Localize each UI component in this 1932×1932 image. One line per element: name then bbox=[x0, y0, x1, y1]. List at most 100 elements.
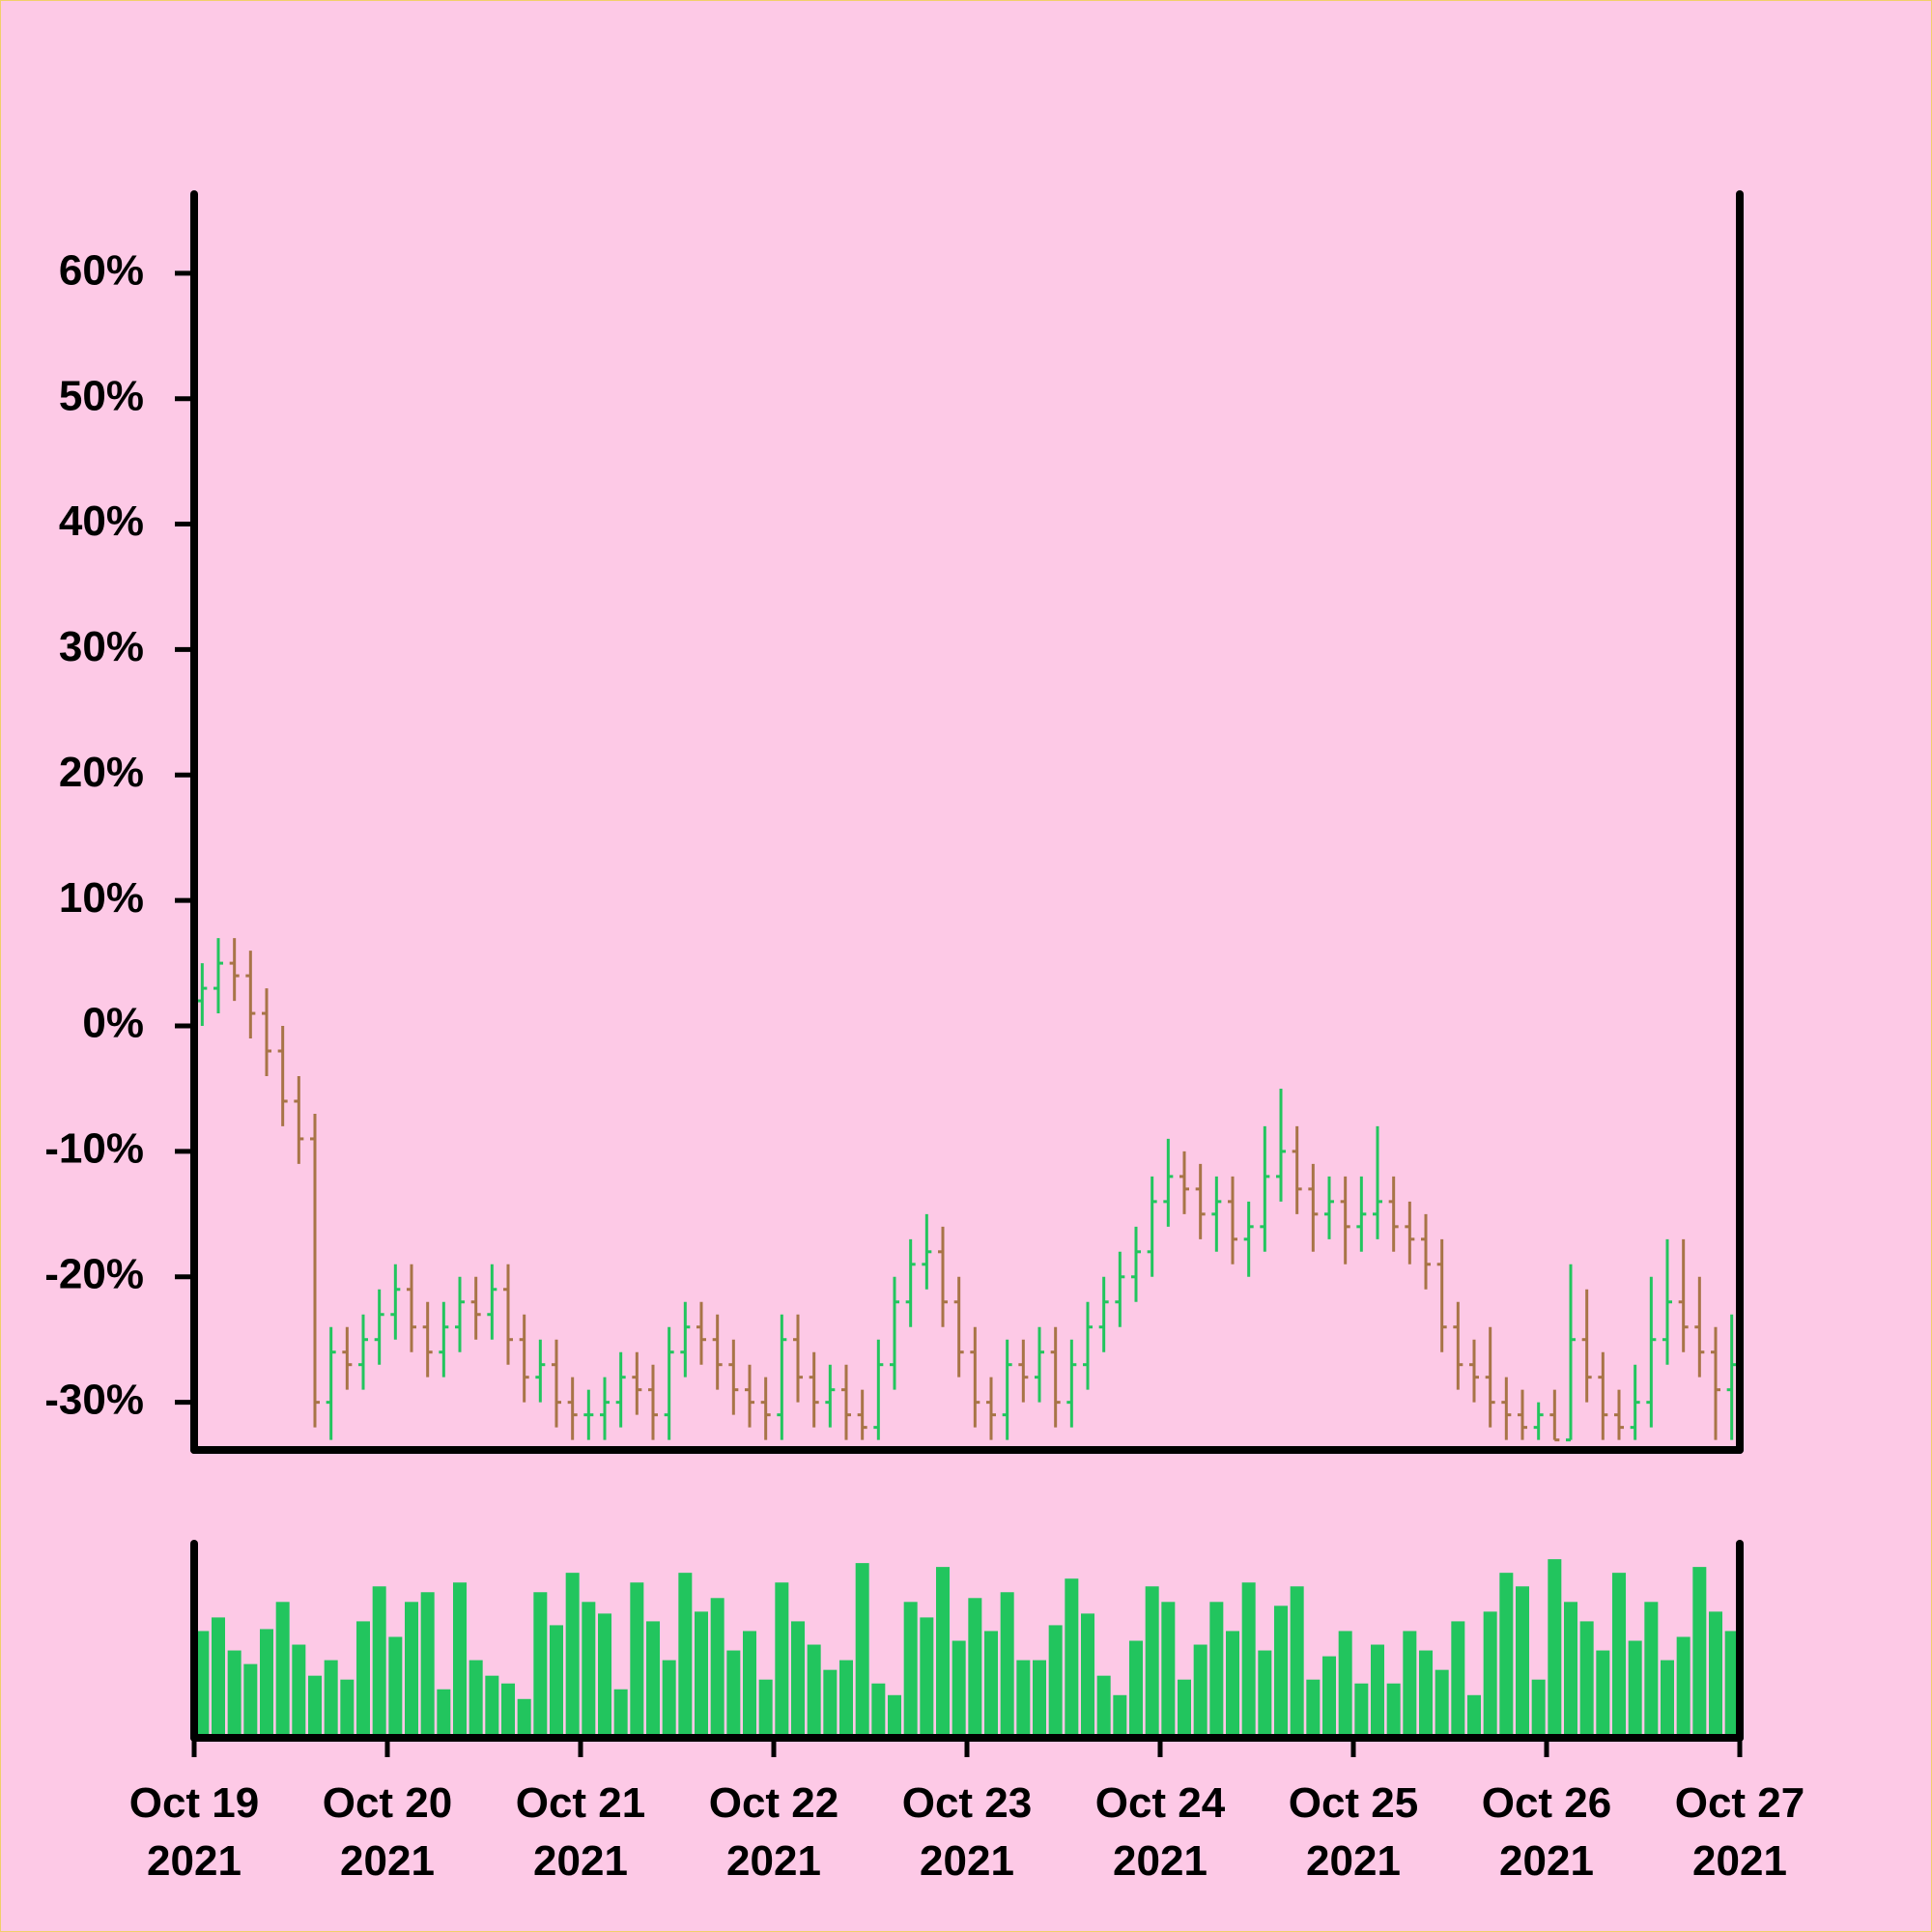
volume-bar bbox=[227, 1650, 242, 1738]
volume-bar bbox=[662, 1660, 676, 1738]
volume-bar bbox=[1290, 1586, 1304, 1738]
volume-bar bbox=[952, 1640, 966, 1738]
y-tick-label: 60% bbox=[59, 246, 144, 294]
volume-bar bbox=[775, 1582, 789, 1738]
volume-bar bbox=[1499, 1573, 1514, 1738]
volume-bar bbox=[1081, 1613, 1094, 1738]
volume-bar bbox=[1161, 1602, 1176, 1738]
volume-bar bbox=[839, 1660, 853, 1738]
x-tick-label: Oct 26 2021 bbox=[1481, 1779, 1612, 1885]
volume-bar bbox=[195, 1631, 210, 1738]
volume-bar bbox=[1145, 1586, 1159, 1738]
volume-bar bbox=[903, 1602, 918, 1738]
volume-bar bbox=[356, 1621, 370, 1738]
volume-bar bbox=[791, 1621, 805, 1738]
volume-bar bbox=[1113, 1694, 1127, 1738]
volume-bar bbox=[437, 1689, 451, 1738]
x-tick-label: Oct 19 2021 bbox=[128, 1779, 260, 1885]
volume-bar bbox=[1564, 1602, 1577, 1738]
volume-bar bbox=[888, 1694, 901, 1738]
volume-bar bbox=[501, 1683, 515, 1738]
volume-bar bbox=[1628, 1640, 1642, 1738]
volume-bar bbox=[968, 1598, 982, 1738]
volume-bar bbox=[710, 1598, 724, 1738]
y-tick-label: 30% bbox=[59, 623, 144, 670]
x-tick-label: Oct 20 2021 bbox=[322, 1779, 453, 1885]
volume-bar bbox=[1692, 1567, 1707, 1738]
volume-bar bbox=[1403, 1631, 1417, 1738]
volume-bar bbox=[1322, 1656, 1336, 1738]
volume-bar bbox=[1661, 1660, 1674, 1738]
volume-bar bbox=[984, 1631, 998, 1738]
x-tick-label: Oct 22 2021 bbox=[708, 1779, 839, 1885]
volume-bar bbox=[372, 1586, 386, 1738]
volume-bar bbox=[1676, 1636, 1690, 1738]
volume-bar bbox=[1386, 1683, 1401, 1738]
volume-bar bbox=[1516, 1586, 1529, 1738]
volume-bar bbox=[1129, 1640, 1143, 1738]
volume-bar bbox=[1419, 1650, 1433, 1738]
volume-bar bbox=[1548, 1559, 1562, 1738]
volume-bar bbox=[275, 1602, 290, 1738]
volume-bar bbox=[388, 1636, 403, 1738]
volume-bar bbox=[565, 1573, 580, 1738]
volume-bar bbox=[243, 1663, 258, 1738]
volume-bar bbox=[613, 1689, 628, 1738]
volume-bar bbox=[1241, 1582, 1256, 1738]
volume-bar bbox=[212, 1617, 225, 1738]
volume-bar bbox=[743, 1631, 756, 1738]
volume-bar bbox=[405, 1602, 418, 1738]
x-tick-label: Oct 21 2021 bbox=[515, 1779, 646, 1885]
volume-bar bbox=[1193, 1644, 1208, 1738]
volume-bar bbox=[695, 1611, 708, 1738]
y-tick-label: 0% bbox=[82, 1000, 144, 1047]
volume-bar bbox=[936, 1567, 950, 1738]
volume-bar bbox=[260, 1629, 273, 1738]
volume-bar bbox=[1178, 1679, 1191, 1738]
volume-bar bbox=[807, 1644, 821, 1738]
y-tick-label: 10% bbox=[59, 874, 144, 922]
volume-bar bbox=[453, 1582, 467, 1738]
volume-bar bbox=[1612, 1573, 1626, 1738]
volume-bar bbox=[920, 1617, 934, 1738]
volume-bar bbox=[1724, 1631, 1739, 1738]
volume-bar bbox=[630, 1582, 644, 1738]
volume-bar bbox=[1065, 1578, 1079, 1738]
volume-bar bbox=[1709, 1611, 1722, 1738]
x-tick-label: Oct 23 2021 bbox=[901, 1779, 1033, 1885]
volume-bar bbox=[598, 1613, 611, 1738]
volume-bar bbox=[485, 1675, 499, 1738]
volume-bar bbox=[420, 1592, 435, 1738]
volume-bar bbox=[855, 1563, 869, 1738]
volume-bar bbox=[758, 1679, 773, 1738]
volume-bar bbox=[1033, 1660, 1046, 1738]
volume-bar bbox=[1209, 1602, 1224, 1738]
x-tick-label: Oct 24 2021 bbox=[1094, 1779, 1226, 1885]
volume-bar bbox=[1048, 1625, 1063, 1738]
volume-bar bbox=[1096, 1675, 1111, 1738]
volume-bar bbox=[517, 1698, 531, 1738]
volume-bar bbox=[324, 1660, 338, 1738]
volume-bar bbox=[1258, 1650, 1272, 1738]
volume-bar bbox=[1579, 1621, 1594, 1738]
volume-bar bbox=[726, 1650, 741, 1738]
volume-bar bbox=[1354, 1683, 1369, 1738]
volume-bar bbox=[1531, 1679, 1546, 1738]
volume-bar bbox=[308, 1675, 322, 1738]
volume-bar bbox=[1000, 1592, 1014, 1738]
x-tick-label: Oct 27 2021 bbox=[1674, 1779, 1805, 1885]
volume-bar bbox=[582, 1602, 596, 1738]
volume-bar bbox=[1435, 1669, 1449, 1738]
y-tick-label: 40% bbox=[59, 497, 144, 545]
y-tick-label: -20% bbox=[44, 1250, 144, 1297]
volume-bar bbox=[1483, 1611, 1497, 1738]
volume-bar bbox=[871, 1683, 886, 1738]
volume-bar bbox=[1596, 1650, 1610, 1738]
volume-bar bbox=[1467, 1694, 1481, 1738]
y-tick-label: 20% bbox=[59, 749, 144, 796]
volume-bar bbox=[823, 1669, 838, 1738]
volume-bar bbox=[1226, 1631, 1239, 1738]
volume-bar bbox=[1371, 1644, 1384, 1738]
